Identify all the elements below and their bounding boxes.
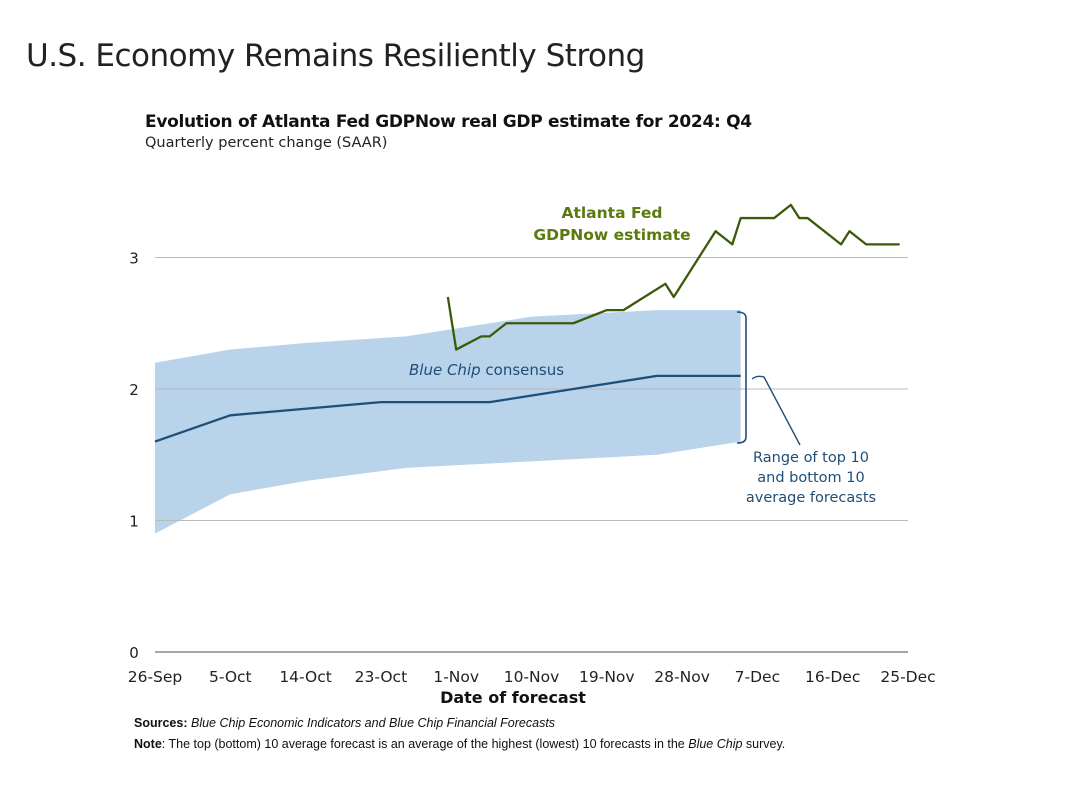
x-axis-label: Date of forecast (440, 688, 586, 707)
consensus-line (154, 374, 741, 443)
consensus-label-italic: Blue Chip (409, 361, 481, 379)
x-tick-label: 23-Oct (355, 668, 408, 686)
range-leader-line (751, 375, 801, 446)
x-tick-label: 28-Nov (654, 668, 710, 686)
x-tick-label: 10-Nov (504, 668, 560, 686)
sources-note: Sources: Blue Chip Economic Indicators a… (134, 716, 555, 730)
range-label: average forecasts (746, 490, 876, 506)
x-tick-label: 26-Sep (128, 668, 183, 686)
chart-subtitle: Quarterly percent change (SAAR) (145, 135, 388, 151)
y-tick-label: 0 (129, 644, 139, 662)
x-tick-label: 5-Oct (209, 668, 252, 686)
x-tick-label: 16-Dec (805, 668, 860, 686)
note-label: Note (134, 737, 162, 751)
gdpnow-label: Atlanta Fed (561, 204, 662, 222)
sources-text: Blue Chip Economic Indicators and Blue C… (190, 716, 556, 730)
slide-title: U.S. Economy Remains Resiliently Strong (26, 38, 645, 74)
y-tick-label: 2 (129, 381, 139, 399)
chart-title: Evolution of Atlanta Fed GDPNow real GDP… (145, 112, 752, 132)
forecast-range-band (155, 310, 741, 534)
x-tick-label: 19-Nov (579, 668, 635, 686)
x-tick-label: 7-Dec (735, 668, 780, 686)
x-tick-label: 14-Oct (279, 668, 332, 686)
consensus-label: Blue Chip consensus (409, 361, 564, 379)
range-bracket (736, 311, 747, 444)
sources-label: Sources: (134, 716, 188, 730)
note-italic: Blue Chip (688, 737, 743, 751)
note-text-2: survey. (745, 737, 786, 751)
range-label: Range of top 10 (753, 450, 869, 466)
x-tick-label: 1-Nov (433, 668, 479, 686)
x-tick-label: 25-Dec (880, 668, 935, 686)
y-tick-label: 1 (129, 513, 139, 531)
range-label: and bottom 10 (757, 470, 864, 486)
consensus-label-rest: consensus (481, 361, 565, 379)
note-text: : The top (bottom) 10 average forecast i… (161, 737, 689, 751)
y-tick-label: 3 (129, 250, 139, 268)
note: Note: The top (bottom) 10 average foreca… (134, 736, 854, 753)
gdpnow-label: GDPNow estimate (533, 226, 690, 244)
